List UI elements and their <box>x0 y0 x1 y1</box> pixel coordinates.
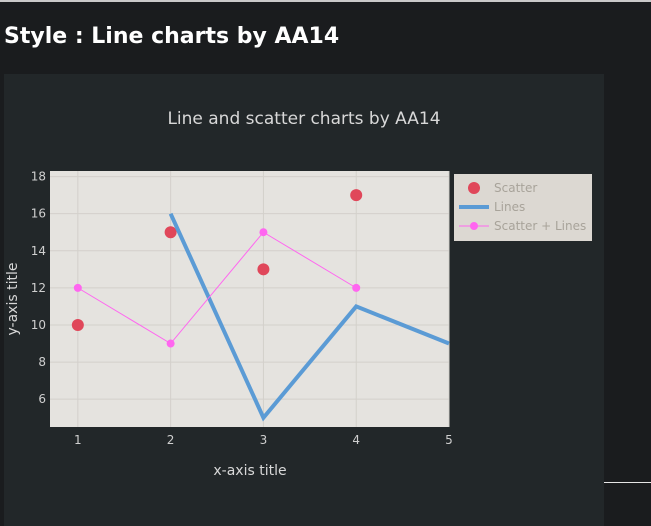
data-point-scatter-lines[interactable] <box>73 283 82 292</box>
series-line-scatter-lines[interactable] <box>77 231 357 345</box>
legend-item-scatter-lines[interactable]: Scatter + Lines <box>459 219 586 233</box>
page-title: Style : Line charts by AA14 <box>4 24 340 49</box>
chart-title: Line and scatter charts by AA14 <box>167 109 440 129</box>
x-tick-label: 1 <box>74 433 82 447</box>
y-axis-title: y-axis title <box>5 263 21 336</box>
y-axis-ticks: 6 8 10 12 14 16 18 <box>31 170 46 407</box>
y-tick-label: 6 <box>38 392 46 406</box>
y-tick-label: 12 <box>31 281 46 295</box>
series-line-lines[interactable] <box>168 212 450 422</box>
series-scatter-lines <box>73 228 361 348</box>
series-layer <box>71 189 450 422</box>
data-point-scatter-lines[interactable] <box>259 228 268 237</box>
legend-swatch <box>468 182 480 194</box>
data-point-scatter[interactable] <box>257 263 270 276</box>
data-point-scatter[interactable] <box>164 226 177 239</box>
legend-swatch-marker <box>470 222 478 230</box>
series-scatter <box>71 189 363 331</box>
data-point-scatter-lines[interactable] <box>166 339 175 348</box>
x-axis-ticks: 1 2 3 4 5 <box>74 433 453 447</box>
legend-label: Lines <box>494 200 525 214</box>
data-point-scatter[interactable] <box>350 189 363 202</box>
x-tick-label: 4 <box>352 433 360 447</box>
data-point-scatter[interactable] <box>71 318 84 331</box>
legend-label: Scatter + Lines <box>494 219 586 233</box>
right-divider <box>604 482 651 483</box>
legend-item-scatter[interactable]: Scatter <box>468 181 537 195</box>
x-tick-label: 3 <box>260 433 268 447</box>
y-tick-label: 18 <box>31 170 46 184</box>
legend-item-lines[interactable]: Lines <box>459 200 525 214</box>
series-lines <box>168 212 450 422</box>
y-tick-label: 10 <box>31 318 46 332</box>
x-tick-label: 5 <box>445 433 453 447</box>
data-point-scatter-lines[interactable] <box>352 283 361 292</box>
legend[interactable]: Scatter Lines Scatter + Lines <box>454 174 592 241</box>
y-tick-label: 8 <box>38 355 46 369</box>
grid-lines <box>50 171 450 427</box>
x-axis-title: x-axis title <box>213 463 286 479</box>
x-tick-label: 2 <box>167 433 175 447</box>
legend-label: Scatter <box>494 181 537 195</box>
y-tick-label: 16 <box>31 207 46 221</box>
top-divider <box>0 0 651 2</box>
y-tick-label: 14 <box>31 244 46 258</box>
